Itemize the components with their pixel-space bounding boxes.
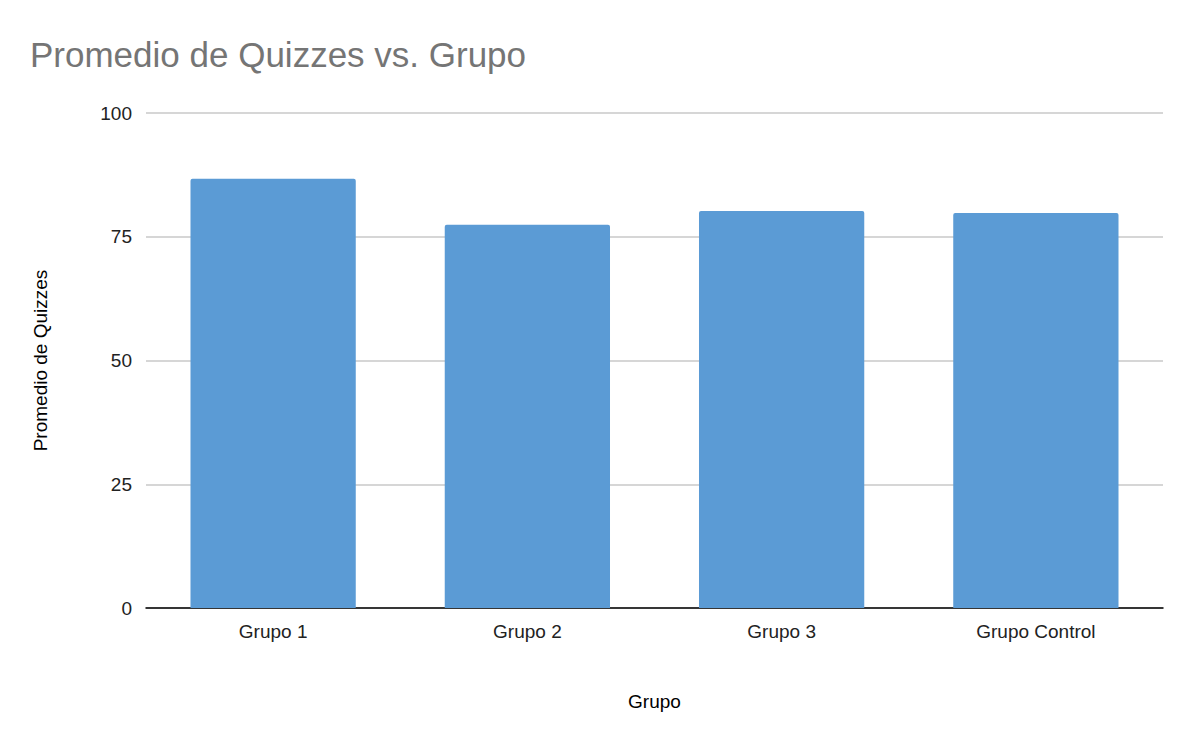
- svg-text:Grupo Control: Grupo Control: [976, 621, 1095, 642]
- svg-text:100: 100: [100, 103, 132, 124]
- svg-text:Promedio de Quizzes vs. Grupo: Promedio de Quizzes vs. Grupo: [30, 35, 526, 74]
- svg-text:50: 50: [111, 350, 132, 371]
- svg-text:25: 25: [111, 474, 132, 495]
- svg-text:0: 0: [121, 598, 132, 619]
- svg-text:Grupo 3: Grupo 3: [747, 621, 816, 642]
- svg-text:Grupo: Grupo: [628, 691, 681, 712]
- svg-text:Promedio de Quizzes: Promedio de Quizzes: [30, 270, 51, 452]
- svg-text:Grupo 2: Grupo 2: [493, 621, 562, 642]
- svg-text:Grupo 1: Grupo 1: [239, 621, 308, 642]
- svg-text:75: 75: [111, 226, 132, 247]
